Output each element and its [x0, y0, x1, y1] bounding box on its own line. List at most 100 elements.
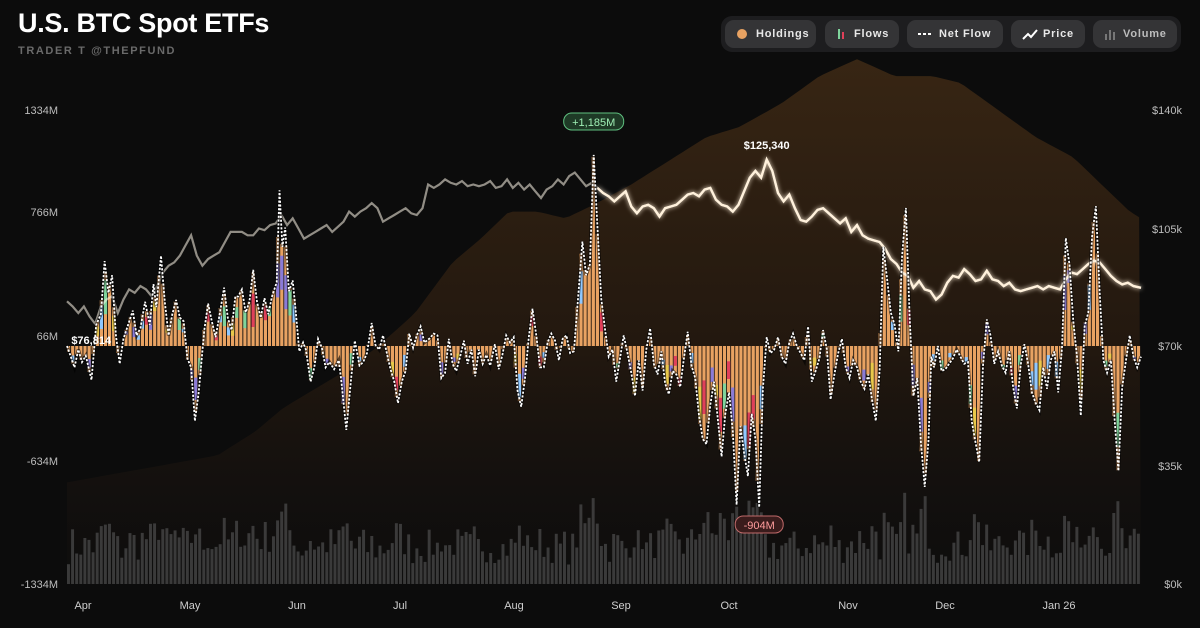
flow-segment — [103, 280, 108, 315]
volume-bar — [571, 533, 575, 584]
flow-bar — [739, 346, 743, 434]
volume-bar — [722, 518, 726, 584]
volume-bar — [173, 530, 177, 584]
volume-bar — [936, 562, 939, 584]
volume-bar — [1059, 552, 1062, 584]
volume-bar — [1120, 528, 1124, 584]
volume-bar — [419, 556, 423, 584]
price-line — [66, 156, 1142, 327]
volume-bar — [714, 534, 718, 584]
volume-bar — [624, 548, 628, 584]
flow-segment — [718, 397, 722, 432]
volume-bar — [1054, 553, 1058, 584]
volume-bar — [923, 496, 927, 584]
flow-bar — [169, 318, 173, 346]
flow-bar — [862, 346, 866, 389]
volume-bar — [907, 553, 911, 584]
flow-bar — [128, 317, 132, 346]
flow-bar — [583, 270, 587, 346]
flow-bar — [370, 327, 374, 346]
volume-bar — [1112, 513, 1116, 584]
flow-bar — [706, 346, 710, 423]
volume-bar — [374, 557, 378, 584]
volume-bar — [407, 534, 411, 584]
volume-bar — [530, 547, 534, 584]
flow-bar — [759, 346, 763, 424]
flow-bar — [833, 346, 837, 368]
flow-bar — [255, 304, 259, 346]
flow-segment — [948, 353, 952, 358]
flow-segment — [813, 357, 817, 366]
volume-bar — [116, 536, 120, 584]
toggle-flows-button[interactable]: Flows — [825, 20, 899, 48]
flow-bar — [308, 346, 313, 381]
flow-segment — [862, 369, 866, 381]
toggle-price-button[interactable]: Price — [1011, 20, 1085, 48]
volume-bar — [140, 532, 144, 584]
toggle-holdings-button[interactable]: Holdings — [725, 20, 816, 48]
volume-bar — [349, 540, 353, 584]
flow-bar — [517, 346, 522, 402]
volume-bar — [927, 548, 931, 584]
volume-bar — [255, 538, 259, 584]
volume-bar — [710, 533, 714, 584]
volume-bar — [169, 534, 173, 584]
volume-bar — [558, 543, 562, 584]
volume-bar — [534, 550, 538, 584]
max-flow-label: +1,185M — [572, 117, 615, 129]
volume-bar — [345, 523, 349, 584]
volume-bar — [686, 537, 689, 584]
volume-bar — [304, 550, 308, 584]
volume-bar — [251, 525, 255, 584]
volume-bar — [198, 528, 202, 584]
volume-bar — [706, 512, 710, 584]
flow-bar — [481, 346, 485, 363]
flow-segment — [870, 362, 874, 390]
volume-bar — [882, 512, 886, 584]
volume-bar — [190, 542, 193, 584]
toggle-net-flow-button[interactable]: Net Flow — [907, 20, 1003, 48]
volume-bar — [1104, 555, 1108, 584]
volume-bar — [1063, 515, 1067, 584]
flow-bar — [325, 346, 329, 365]
volume-bar — [550, 562, 554, 584]
volume-bar — [226, 539, 230, 584]
volume-bar — [317, 546, 321, 584]
flow-segment — [722, 383, 727, 409]
toggle-volume-button[interactable]: Volume — [1093, 20, 1177, 48]
flow-bar — [952, 346, 956, 355]
flow-bar — [550, 336, 554, 346]
flow-segment — [222, 306, 226, 327]
volume-bar — [288, 530, 292, 584]
volume-bar — [353, 548, 357, 584]
flow-bar — [173, 301, 177, 346]
volume-bar — [108, 523, 111, 584]
volume-bar — [821, 542, 825, 584]
flow-segment — [280, 255, 284, 290]
volume-bar — [649, 533, 653, 584]
volume-bar — [657, 530, 661, 584]
volume-bar — [890, 526, 894, 584]
volume-bar — [144, 539, 148, 584]
flow-bar — [923, 346, 927, 474]
flow-segment — [972, 407, 977, 436]
flow-bar — [632, 346, 636, 395]
volume-bar — [972, 514, 976, 584]
volume-bar — [399, 523, 402, 584]
flow-bar — [743, 346, 747, 461]
flow-bar — [476, 346, 481, 350]
max-flow-pill — [563, 112, 625, 131]
volume-bar — [640, 549, 644, 584]
volume-bar — [481, 551, 484, 584]
volume-bar — [1095, 537, 1099, 584]
flow-segment — [235, 307, 239, 318]
flow-bar — [850, 346, 854, 366]
volume-bar — [554, 533, 558, 584]
flow-bar — [751, 346, 755, 427]
y-right-tick-label: $0k — [1164, 579, 1182, 591]
x-tick-label: Sep — [611, 600, 631, 612]
flow-bar — [235, 296, 239, 346]
volume-bar — [136, 559, 140, 584]
volume-bar — [497, 559, 501, 584]
volume-bar — [1030, 519, 1034, 584]
